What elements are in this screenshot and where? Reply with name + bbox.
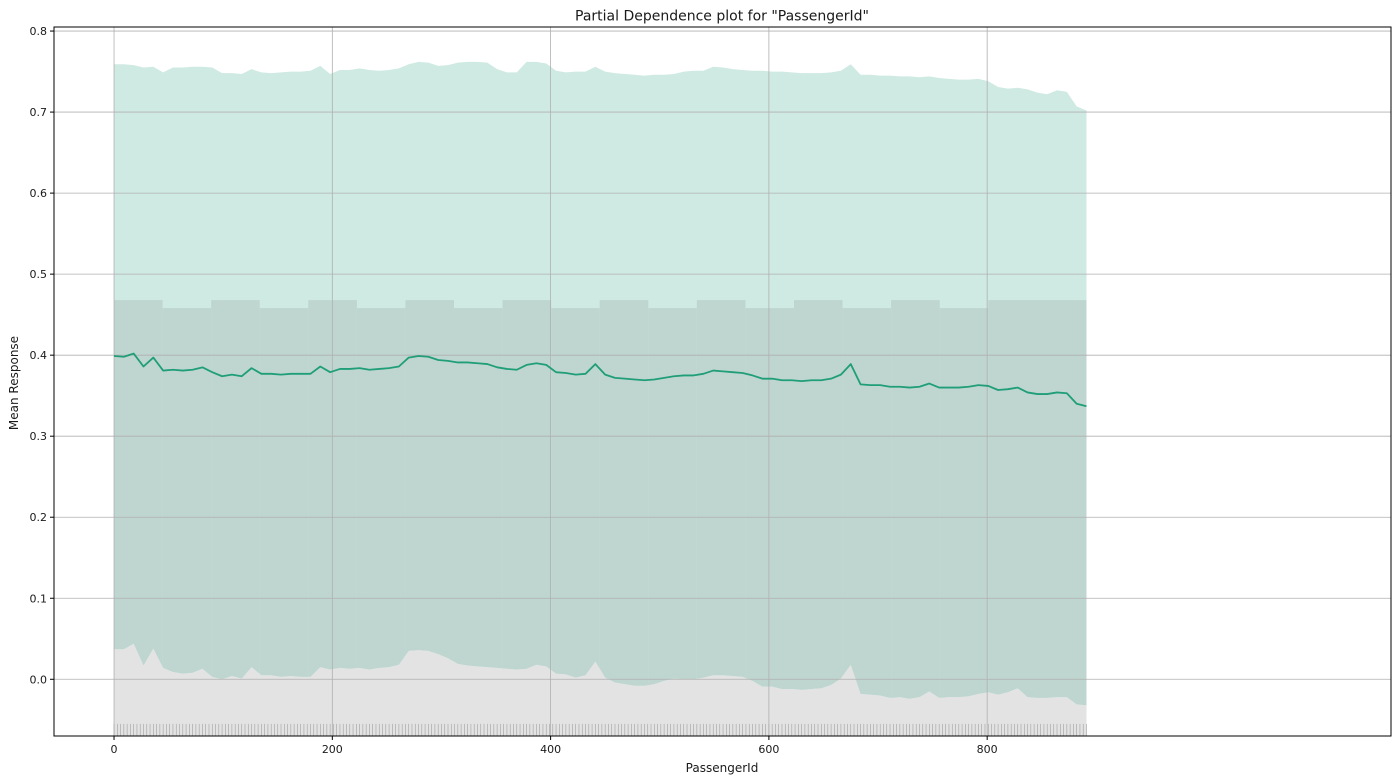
histogram-bar [162, 308, 212, 676]
x-tick-label: 200 [322, 743, 343, 756]
histogram-bar [793, 300, 843, 690]
histogram-bar [551, 308, 600, 678]
chart-title: Partial Dependence plot for "PassengerId… [575, 9, 869, 25]
histogram-bar [648, 308, 697, 686]
axes-border [53, 26, 1392, 737]
x-axis-label: PassengerId [686, 761, 759, 775]
histogram-bar [259, 308, 309, 677]
y-tick-label: 0.7 [30, 106, 48, 119]
lower-region-area [114, 643, 1087, 736]
mean-response-series [113, 352, 1087, 408]
y-tick-label: 0.2 [30, 511, 48, 524]
histogram-bar [696, 300, 746, 679]
histogram-bar [939, 308, 989, 698]
y-tick-label: 0.4 [30, 349, 48, 362]
histogram-bar [211, 300, 260, 680]
y-tick-label: 0.6 [30, 187, 48, 200]
mean-response-line [113, 352, 1087, 408]
plot-area [54, 27, 1391, 736]
y-tick-label: 0.1 [30, 592, 48, 605]
histogram-bar [842, 308, 892, 698]
grid [54, 27, 1391, 736]
histogram-bar [891, 300, 940, 699]
histogram-bar [745, 308, 794, 690]
y-tick-label: 0.5 [30, 268, 48, 281]
histogram-bar [356, 308, 406, 670]
histogram-bar [502, 300, 552, 670]
y-axis-label: Mean Response [7, 336, 21, 430]
histogram-bar [114, 300, 163, 667]
y-tick-label: 0.0 [30, 673, 48, 686]
x-tick-label: 400 [540, 743, 561, 756]
axes-frame [53, 26, 1392, 737]
histogram-bar [988, 300, 1087, 706]
y-axis-ticks: 0.0 0.1 0.2 0.3 0.4 0.5 0.6 0.7 0.8 [30, 25, 54, 686]
lower-gray-region [114, 643, 1087, 736]
histogram-bar [405, 300, 455, 662]
histogram [114, 300, 1087, 706]
y-tick-label: 0.3 [30, 430, 48, 443]
x-axis-ticks: 0 200 400 600 800 [111, 736, 998, 756]
histogram-bar [454, 308, 503, 669]
histogram-bar [599, 300, 649, 686]
x-tick-label: 600 [758, 743, 779, 756]
rug-ticks [113, 723, 1087, 736]
x-tick-label: 800 [977, 743, 998, 756]
x-tick-label: 0 [111, 743, 118, 756]
y-tick-label: 0.8 [30, 25, 48, 38]
